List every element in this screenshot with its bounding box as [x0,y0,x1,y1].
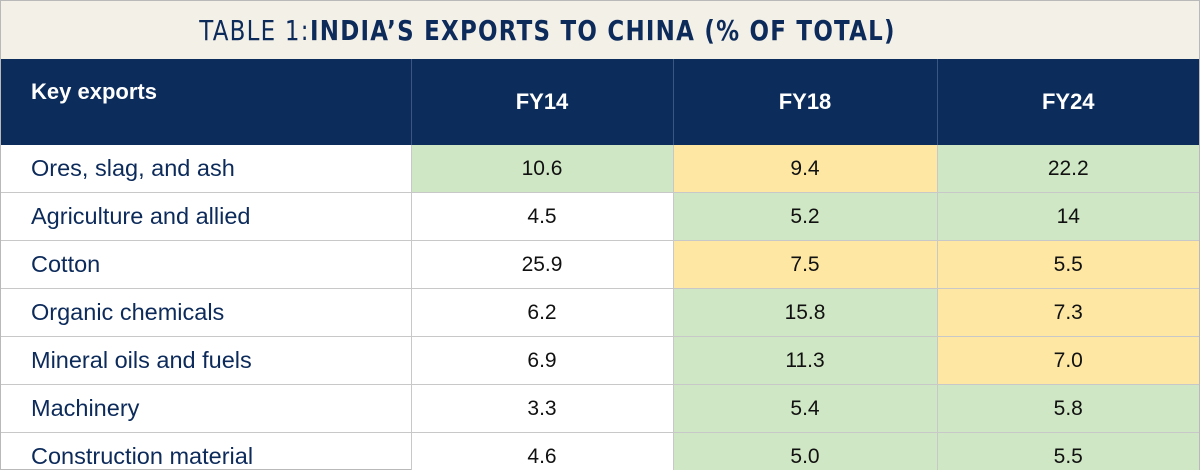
cell-fy18: 9.4 [673,145,938,193]
cell-fy14: 4.5 [411,192,674,241]
cell-fy14: 4.6 [411,432,674,470]
cell-fy14: 25.9 [411,240,674,289]
header-fy24: FY24 [937,59,1199,145]
row-label: Ores, slag, and ash [1,145,412,193]
cell-fy24: 14 [937,192,1199,241]
cell-fy14: 6.9 [411,336,674,385]
row-label: Construction material [1,432,412,470]
header-row: Key exports FY14 FY18 FY24 [1,59,1199,145]
table-row: Agriculture and allied 4.5 5.2 14 [1,192,1199,241]
table-heading: INDIA’S EXPORTS TO CHINA (% OF TOTAL) [310,13,896,47]
cell-fy14: 6.2 [411,288,674,337]
cell-fy18: 15.8 [673,288,938,337]
cell-fy24: 5.8 [937,384,1199,433]
cell-fy14: 10.6 [411,145,674,193]
cell-fy18: 5.0 [673,432,938,470]
table-row: Machinery 3.3 5.4 5.8 [1,384,1199,433]
table-row: Ores, slag, and ash 10.6 9.4 22.2 [1,145,1199,193]
table-title: TABLE 1: INDIA’S EXPORTS TO CHINA (% OF … [1,1,1199,59]
row-label: Machinery [1,384,412,433]
row-label: Cotton [1,240,412,289]
cell-fy24: 5.5 [937,432,1199,470]
row-label: Organic chemicals [1,288,412,337]
cell-fy24: 7.0 [937,336,1199,385]
table-number: TABLE 1: [199,13,311,47]
header-fy14: FY14 [411,59,674,145]
cell-fy24: 7.3 [937,288,1199,337]
cell-fy14: 3.3 [411,384,674,433]
header-key-exports: Key exports [1,59,412,145]
cell-fy18: 5.4 [673,384,938,433]
row-label: Mineral oils and fuels [1,336,412,385]
row-label: Agriculture and allied [1,192,412,241]
exports-table: Key exports FY14 FY18 FY24 Ores, slag, a… [1,59,1199,470]
table-row: Organic chemicals 6.2 15.8 7.3 [1,288,1199,337]
cell-fy24: 22.2 [937,145,1199,193]
header-fy18: FY18 [673,59,938,145]
table-row: Cotton 25.9 7.5 5.5 [1,240,1199,289]
table-row: Construction material 4.6 5.0 5.5 [1,432,1199,470]
cell-fy18: 7.5 [673,240,938,289]
cell-fy18: 11.3 [673,336,938,385]
cell-fy24: 5.5 [937,240,1199,289]
table-row: Mineral oils and fuels 6.9 11.3 7.0 [1,336,1199,385]
cell-fy18: 5.2 [673,192,938,241]
